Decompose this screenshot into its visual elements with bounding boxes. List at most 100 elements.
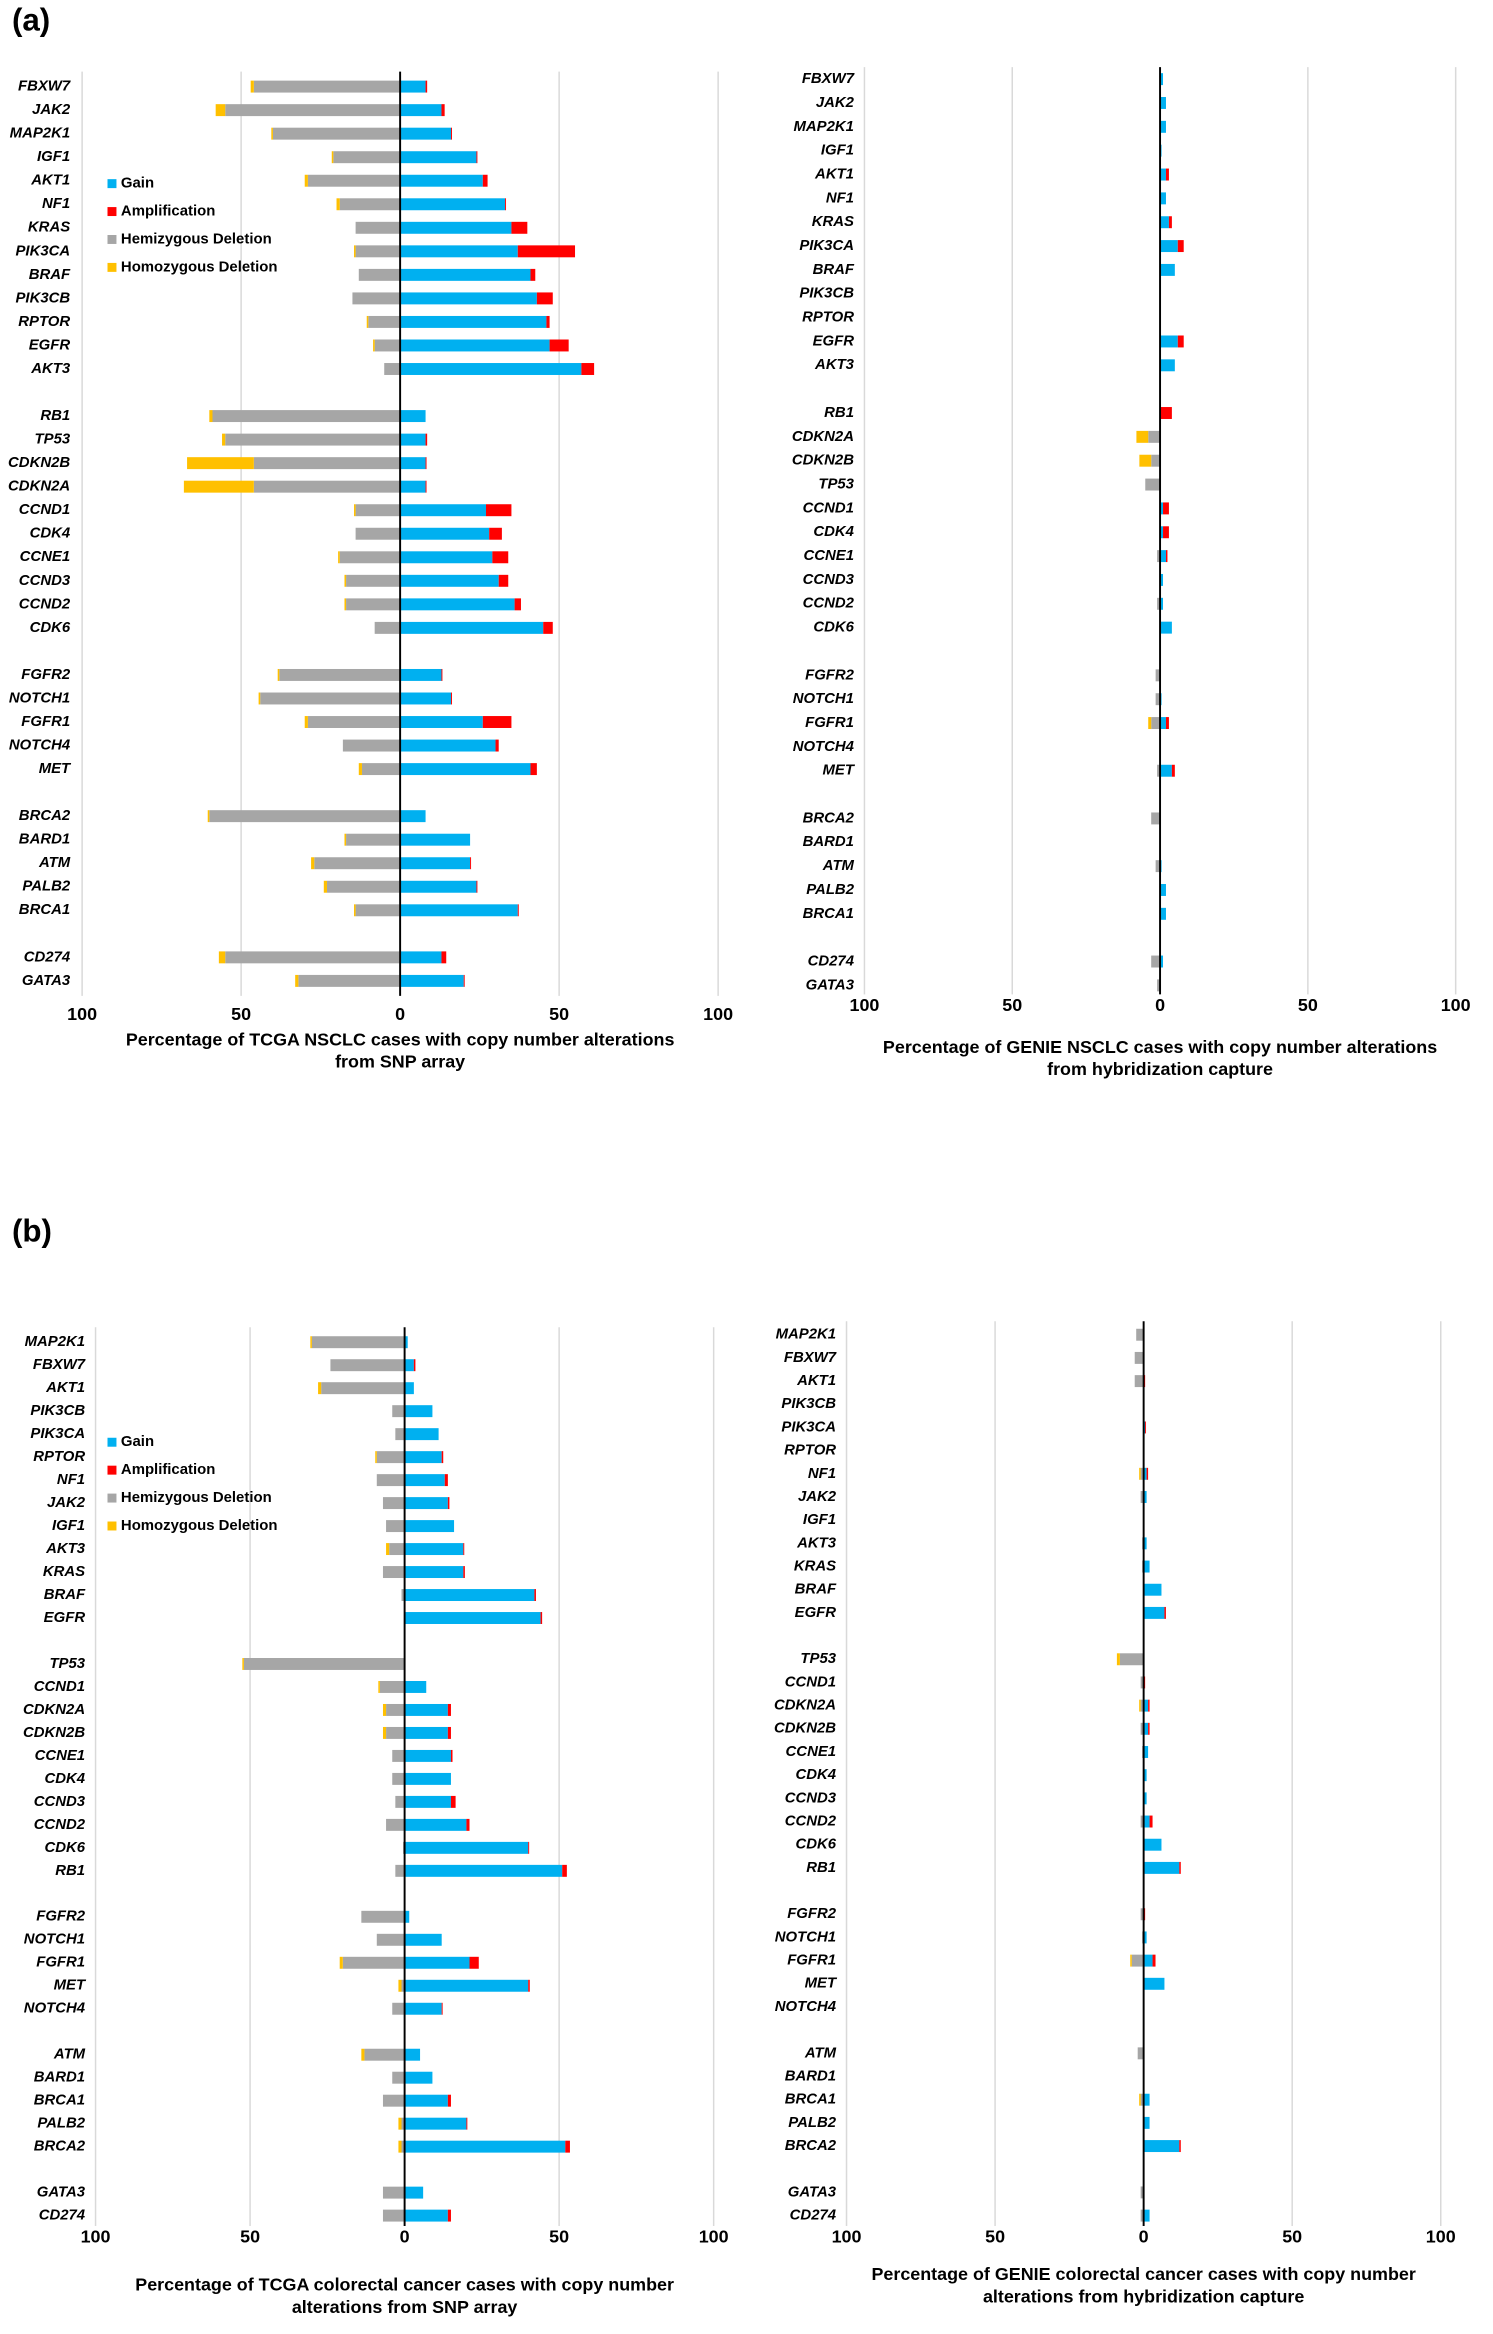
- bar-segment: [378, 1680, 380, 1693]
- bar-segment: [404, 1520, 455, 1533]
- bar-segment: [307, 716, 401, 728]
- category-label: FGFR2: [21, 666, 71, 683]
- category-label: BARD1: [34, 2069, 85, 2086]
- bar-segment: [1148, 1699, 1150, 1712]
- bar-segment: [392, 2002, 405, 2015]
- bar-segment: [476, 880, 478, 893]
- bar-segment: [505, 198, 507, 211]
- bar-segment: [346, 833, 401, 846]
- bar-segment: [400, 857, 471, 870]
- bar-segment: [400, 692, 452, 705]
- bar-segment: [386, 1543, 390, 1556]
- bar-segment: [243, 1658, 405, 1670]
- bar-segment: [401, 2140, 405, 2153]
- bar-segment: [326, 880, 401, 893]
- category-label: MET: [823, 762, 856, 779]
- bar-segment: [1136, 430, 1149, 443]
- x-tick-label: 50: [985, 2227, 1005, 2247]
- bar-segment: [1143, 1722, 1149, 1735]
- x-axis-label: from hybridization capture: [1047, 1059, 1273, 1079]
- x-axis-label: Percentage of GENIE NSCLC cases with cop…: [883, 1037, 1437, 1057]
- bar-segment: [1149, 1815, 1153, 1828]
- bar-segment: [1177, 335, 1184, 348]
- category-label: TP53: [800, 1650, 836, 1667]
- category-label: MAP2K1: [776, 1326, 836, 1343]
- category-label: EGFR: [813, 332, 855, 349]
- category-label: TP53: [818, 475, 854, 492]
- category-label: JAK2: [816, 94, 855, 111]
- bar-segment: [401, 2117, 405, 2130]
- category-label: PALB2: [806, 881, 854, 898]
- x-tick-label: 100: [67, 1004, 97, 1024]
- category-label: KRAS: [794, 1557, 836, 1574]
- bar-segment: [1164, 1606, 1166, 1619]
- category-label: BRCA1: [19, 901, 70, 918]
- bar-segment: [392, 1772, 405, 1785]
- bar-segment: [404, 1428, 439, 1441]
- bar-segment: [1143, 1491, 1147, 1503]
- category-label: NF1: [808, 1465, 836, 1482]
- category-label: CDKN2A: [792, 428, 854, 445]
- bar-segment: [451, 692, 452, 705]
- category-label: PALB2: [788, 2114, 836, 2131]
- category-label: KRAS: [43, 1563, 85, 1580]
- category-label: FGFR2: [36, 1908, 86, 1925]
- bar-segment: [368, 315, 401, 328]
- category-label: CCNE1: [803, 547, 854, 564]
- bar-segment: [404, 1612, 541, 1624]
- bar-segment: [489, 527, 502, 540]
- bar-segment: [581, 363, 595, 375]
- bar-segment: [1139, 454, 1152, 467]
- bar-segment: [534, 1589, 536, 1602]
- bar-segment: [447, 1726, 451, 1739]
- bar-segment: [212, 410, 401, 423]
- bar-segment: [400, 598, 515, 611]
- bar-segment: [209, 810, 401, 823]
- legend-swatch: [107, 1437, 117, 1447]
- category-label: EGFR: [29, 336, 71, 353]
- bar-segment: [528, 1841, 530, 1854]
- bar-segment: [277, 668, 280, 681]
- bar-segment: [1134, 1375, 1144, 1388]
- category-label: GATA3: [37, 2184, 86, 2201]
- bar-segment: [404, 1795, 451, 1808]
- bar-segment: [404, 1451, 442, 1464]
- legend-swatch: [107, 262, 117, 272]
- bar-segment: [482, 716, 512, 728]
- category-label: CCND3: [19, 572, 71, 589]
- bar-segment: [398, 2140, 402, 2153]
- bar-segment: [549, 339, 569, 352]
- bar-segment: [1140, 1722, 1144, 1735]
- category-label: CDKN2A: [774, 1697, 836, 1714]
- bar-segment: [511, 221, 528, 234]
- bar-segment: [404, 2071, 433, 2084]
- bar-segment: [311, 857, 315, 870]
- x-tick-label: 50: [1002, 995, 1022, 1015]
- bar-segment: [1160, 550, 1166, 563]
- category-label: FGFR1: [21, 713, 70, 730]
- category-label: CDKN2A: [23, 1701, 85, 1718]
- category-label: CDK4: [795, 1766, 836, 1783]
- bar-segment: [400, 174, 483, 187]
- bar-segment: [355, 221, 401, 234]
- legend-label: Gain: [121, 1433, 154, 1450]
- category-label: FGFR1: [787, 1952, 836, 1969]
- bar-segment: [1160, 73, 1164, 86]
- bar-segment: [392, 1749, 405, 1762]
- bar-segment: [375, 1451, 377, 1464]
- category-label: EGFR: [795, 1604, 837, 1621]
- bar-segment: [400, 833, 471, 846]
- bar-segment: [1140, 2186, 1144, 2199]
- category-label: IGF1: [821, 142, 854, 159]
- x-tick-label: 100: [832, 2227, 862, 2247]
- bar-segment: [404, 1818, 467, 1831]
- x-tick-label: 0: [1139, 2227, 1149, 2247]
- bar-segment: [485, 504, 512, 517]
- bar-segment: [1171, 764, 1175, 777]
- bar-segment: [1160, 120, 1166, 133]
- bar-segment: [395, 1428, 405, 1441]
- bar-segment: [382, 1497, 405, 1510]
- bar-segment: [1131, 1954, 1144, 1967]
- bar-segment: [1179, 1861, 1181, 1874]
- bar-segment: [562, 1864, 567, 1877]
